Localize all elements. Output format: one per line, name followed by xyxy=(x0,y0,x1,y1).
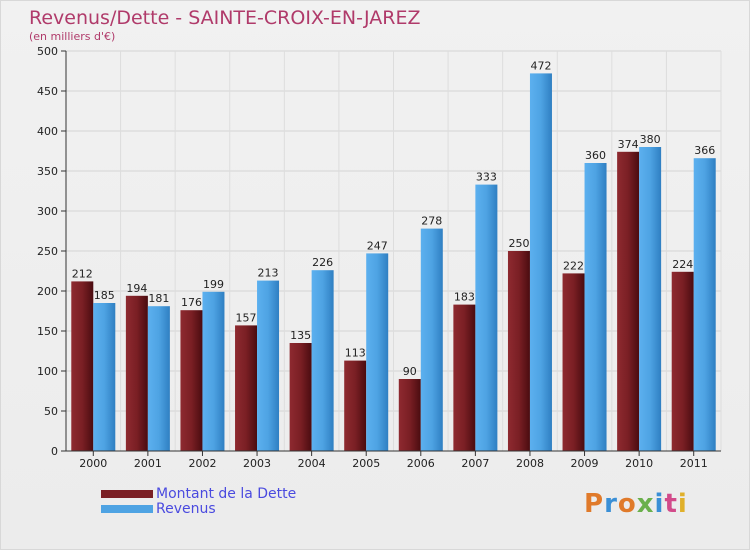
bars xyxy=(71,73,716,452)
logo-letter: o xyxy=(617,489,637,519)
axes: 0 50 100 150 200 250 300 350 400 450 500 2000 2001 20… xyxy=(37,45,721,470)
y-tick-label: 400 xyxy=(37,125,58,138)
chart-title: Revenus/Dette - SAINTE-CROIX-EN-JAREZ xyxy=(29,7,421,29)
bar-dette xyxy=(289,343,312,451)
logo-letter: x xyxy=(636,489,655,519)
bar-dette xyxy=(671,271,694,451)
logo-letter: P xyxy=(584,489,605,519)
bar-revenus xyxy=(311,270,334,451)
data-label-dette: 90 xyxy=(403,365,417,378)
chart-subtitle: (en milliers d'€) xyxy=(29,30,116,43)
x-tick-label: 2008 xyxy=(516,457,544,470)
bar-revenus xyxy=(475,184,498,451)
y-tick-label: 350 xyxy=(37,165,58,178)
data-label-dette: 212 xyxy=(72,267,93,280)
data-label-dette: 222 xyxy=(563,259,584,272)
data-label-revenus: 380 xyxy=(640,133,661,146)
logo-letter: r xyxy=(604,489,618,519)
bar-revenus xyxy=(257,280,280,451)
data-label-dette: 157 xyxy=(236,311,257,324)
y-tick-label: 450 xyxy=(37,85,58,98)
legend-label-revenus: Revenus xyxy=(156,501,216,517)
bar-revenus xyxy=(202,291,225,451)
legend-swatch-revenus xyxy=(101,505,153,513)
bar-dette xyxy=(507,251,530,451)
x-tick-label: 2004 xyxy=(298,457,326,470)
legend-swatch-dette xyxy=(101,490,153,498)
bar-revenus xyxy=(639,147,662,451)
y-tick-label: 100 xyxy=(37,365,58,378)
bar-dette xyxy=(453,304,476,451)
data-label-dette: 113 xyxy=(345,347,366,360)
bar-dette xyxy=(344,360,367,451)
data-label-revenus: 472 xyxy=(530,59,551,72)
bar-revenus xyxy=(420,228,443,451)
bar-revenus xyxy=(693,158,716,451)
data-label-dette: 374 xyxy=(618,138,639,151)
data-label-revenus: 181 xyxy=(148,292,169,305)
data-label-revenus: 366 xyxy=(694,144,715,157)
data-label-dette: 176 xyxy=(181,296,202,309)
x-tick-label: 2007 xyxy=(461,457,489,470)
bar-revenus xyxy=(147,306,170,451)
bar-revenus xyxy=(93,303,116,451)
data-label-revenus: 185 xyxy=(94,289,115,302)
grid-lines xyxy=(65,50,722,452)
y-tick-label: 0 xyxy=(51,445,58,458)
y-tick-label: 500 xyxy=(37,45,58,58)
logo-letter: i xyxy=(677,489,688,519)
bar-revenus xyxy=(366,253,389,451)
x-tick-label: 2009 xyxy=(571,457,599,470)
bar-dette xyxy=(125,295,148,451)
x-tick-label: 2000 xyxy=(79,457,107,470)
logo-letter: t xyxy=(664,489,678,519)
data-label-dette: 183 xyxy=(454,291,475,304)
bar-dette xyxy=(235,325,258,451)
data-label-dette: 250 xyxy=(508,237,529,250)
x-tick-label: 2006 xyxy=(407,457,435,470)
x-tick-label: 2002 xyxy=(188,457,216,470)
bar-revenus xyxy=(584,163,607,451)
bar-dette xyxy=(617,151,640,452)
x-tick-label: 2011 xyxy=(680,457,708,470)
legend-label-dette: Montant de la Dette xyxy=(156,486,297,502)
x-tick-label: 2005 xyxy=(352,457,380,470)
data-label-dette: 224 xyxy=(672,258,693,271)
x-tick-label: 2010 xyxy=(625,457,653,470)
data-label-revenus: 278 xyxy=(421,215,442,228)
bar-dette xyxy=(398,379,421,451)
x-tick-label: 2001 xyxy=(134,457,162,470)
y-tick-label: 50 xyxy=(44,405,58,418)
y-tick-label: 250 xyxy=(37,245,58,258)
bar-revenus xyxy=(529,73,552,452)
y-tick-label: 150 xyxy=(37,325,58,338)
y-tick-label: 300 xyxy=(37,205,58,218)
data-label-revenus: 199 xyxy=(203,278,224,291)
data-label-revenus: 247 xyxy=(367,239,388,252)
data-label-dette: 194 xyxy=(126,282,147,295)
bar-dette xyxy=(562,273,585,451)
data-label-revenus: 360 xyxy=(585,149,606,162)
data-label-revenus: 226 xyxy=(312,256,333,269)
data-label-dette: 135 xyxy=(290,329,311,342)
x-tick-label: 2003 xyxy=(243,457,271,470)
bar-dette xyxy=(71,281,94,451)
data-label-revenus: 213 xyxy=(258,267,279,280)
proxiti-logo: Proxiti xyxy=(584,489,688,519)
bar-dette xyxy=(180,310,203,451)
y-tick-label: 200 xyxy=(37,285,58,298)
data-label-revenus: 333 xyxy=(476,171,497,184)
logo-letter: i xyxy=(654,489,665,519)
